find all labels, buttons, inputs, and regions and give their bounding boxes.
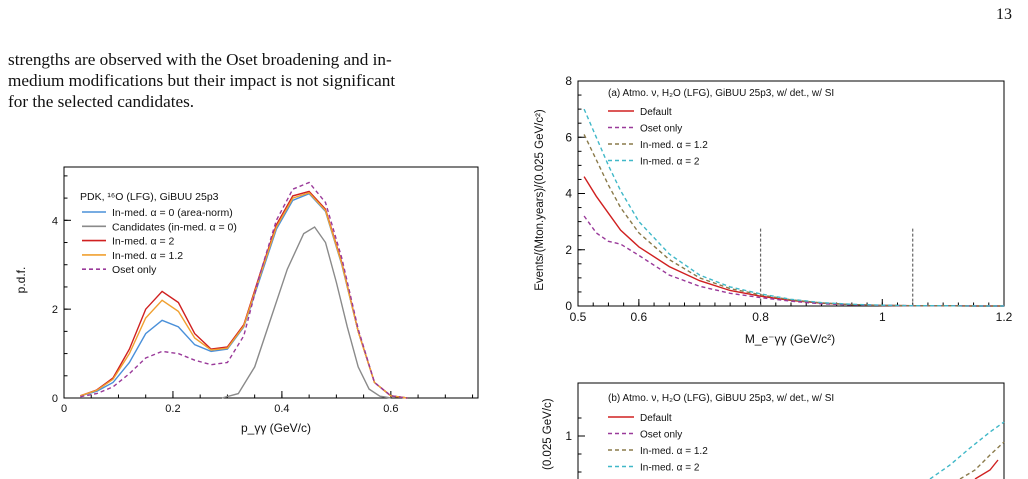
y-axis-label: p.d.f. <box>14 267 28 294</box>
y-axis-label: Events/(Mton.years)/(0.025 GeV/c²) <box>534 109 546 291</box>
legend-title: PDK, ¹⁶O (LFG), GiBUU 25p3 <box>80 191 219 203</box>
legend-entry: Oset only <box>640 124 682 135</box>
y-tick-label: 4 <box>565 187 572 201</box>
x-tick-label: 0.5 <box>570 310 587 324</box>
legend-entry: Oset only <box>112 264 157 276</box>
text-line: strengths are observed with the Oset bro… <box>8 50 392 69</box>
x-tick-label: 1 <box>879 310 886 324</box>
y-tick-label: 2 <box>565 243 572 257</box>
x-tick-label: 0.2 <box>165 403 180 415</box>
legend-title: (b) Atmo. ν, H₂O (LFG), GiBUU 25p3, w/ d… <box>608 393 834 404</box>
legend-entry: Candidates (in-med. α = 0) <box>112 221 237 233</box>
legend-entry: In-med. α = 1.2 <box>112 250 183 262</box>
y-tick-label: 2 <box>52 304 58 316</box>
legend-title: (a) Atmo. ν, H₂O (LFG), GiBUU 25p3, w/ d… <box>608 88 834 99</box>
y-tick-label: 0 <box>52 393 58 405</box>
legend-entry: In-med. α = 2 <box>640 463 700 474</box>
series-line <box>959 441 1005 479</box>
series-line <box>80 181 408 399</box>
text-line: medium modifications but their impact is… <box>8 71 396 90</box>
legend-entry: In-med. α = 1.2 <box>640 140 708 151</box>
x-tick-label: 0.6 <box>383 403 398 415</box>
y-tick-label: 1 <box>565 429 572 443</box>
series-line <box>221 226 391 399</box>
y-tick-label: 8 <box>565 74 572 88</box>
x-tick-label: 0.4 <box>274 403 289 415</box>
x-axis-label: M_e⁻γγ (GeV/c²) <box>745 332 835 346</box>
y-tick-label: 0 <box>565 299 572 313</box>
legend-entry: In-med. α = 0 (area-norm) <box>112 207 233 219</box>
plot-frame <box>63 166 479 399</box>
y-tick-label: 6 <box>565 130 572 144</box>
series-line <box>583 176 1004 307</box>
series-line <box>974 459 999 479</box>
y-tick-label: 4 <box>52 215 58 227</box>
legend-entry: In-med. α = 1.2 <box>640 446 708 457</box>
page-number: 13 <box>996 6 1012 23</box>
x-tick-label: 0.6 <box>631 310 648 324</box>
series-line <box>929 421 1005 479</box>
legend-entry: In-med. α = 2 <box>640 157 700 168</box>
x-tick-label: 0.8 <box>752 310 769 324</box>
legend-entry: Default <box>640 107 672 118</box>
legend-entry: Oset only <box>640 430 682 441</box>
text-line: for the selected candidates. <box>8 92 195 111</box>
series-line <box>583 215 1004 307</box>
series-line <box>80 191 408 399</box>
y-axis-label: (0.025 GeV/c) <box>542 398 554 470</box>
legend-entry: In-med. α = 2 <box>112 236 175 248</box>
legend-entry: Default <box>640 413 672 424</box>
x-axis-label: p_γγ (GeV/c) <box>241 421 311 435</box>
x-tick-label: 0 <box>61 403 67 415</box>
body-text: strengths are observed with the Oset bro… <box>8 49 520 112</box>
series-line <box>583 134 1004 307</box>
series-line <box>583 108 1004 307</box>
plot-frame <box>577 382 1005 479</box>
x-tick-label: 1.2 <box>996 310 1013 324</box>
